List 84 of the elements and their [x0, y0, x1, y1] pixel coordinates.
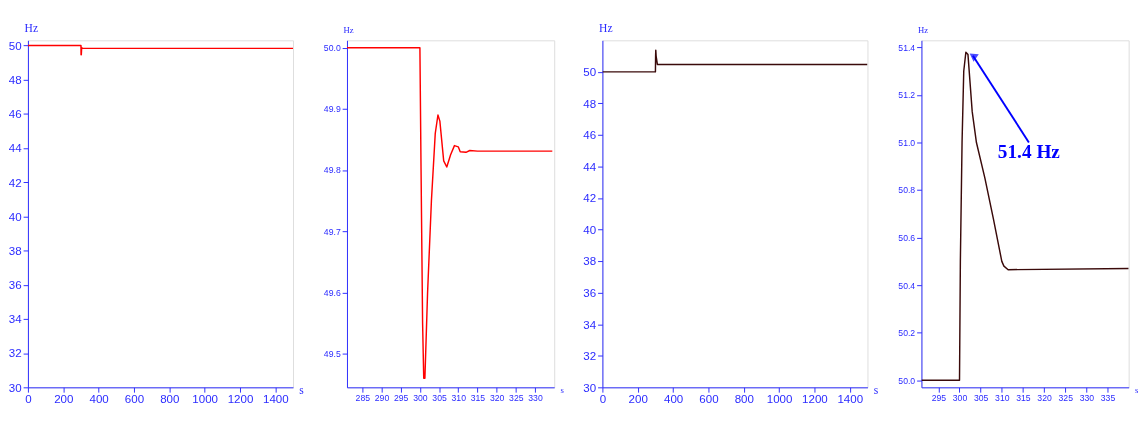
- x-tick-label: 335: [1100, 393, 1116, 404]
- y-tick-label: 49.8: [323, 165, 341, 176]
- x-axis-title: s: [299, 383, 305, 397]
- y-tick-label: 49.5: [323, 349, 341, 360]
- x-tick-label: 200: [54, 393, 74, 406]
- x-axis-title: s: [1134, 384, 1139, 395]
- x-tick-label: 305: [432, 393, 447, 404]
- line-series: [921, 51, 1129, 381]
- y-tick-label: 50: [583, 66, 597, 79]
- y-tick-label: 36: [8, 279, 22, 292]
- x-tick-label: 400: [663, 393, 684, 406]
- x-tick-label: 1000: [192, 393, 218, 406]
- x-tick-label: 320: [489, 393, 505, 404]
- y-tick-label: 49.7: [323, 226, 341, 237]
- x-tick-label: 0: [25, 393, 32, 406]
- annotation: 51.4 Hz: [997, 140, 1061, 162]
- y-tick-label: 51.0: [898, 137, 916, 148]
- y-tick-label: 50: [8, 39, 22, 52]
- x-tick-label: 1400: [837, 393, 864, 406]
- y-tick-label: 44: [8, 142, 23, 155]
- y-tick-label: 42: [583, 192, 597, 205]
- y-tick-label: 49.6: [323, 287, 341, 298]
- x-tick-label: 285: [355, 393, 371, 404]
- y-tick-label: 50.2: [898, 328, 916, 339]
- y-tick-label: 51.4: [898, 42, 916, 53]
- y-tick-label: 40: [583, 223, 597, 236]
- x-tick-label: 800: [160, 393, 180, 406]
- y-tick-label: 38: [583, 255, 597, 268]
- x-tick-label: 400: [89, 393, 109, 406]
- line-series: [27, 44, 294, 56]
- y-axis-title: Hz: [918, 25, 929, 36]
- y-tick-label: 42: [8, 176, 22, 189]
- y-tick-label: 50.4: [898, 280, 916, 291]
- x-tick-label: 1000: [766, 393, 793, 406]
- x-tick-label: 330: [528, 393, 543, 404]
- x-tick-label: 310: [995, 393, 1010, 404]
- y-tick-label: 49.9: [323, 104, 341, 115]
- x-tick-label: 600: [699, 393, 719, 406]
- y-tick-label: 50.0: [323, 43, 341, 54]
- x-axis-title: s: [560, 384, 565, 395]
- x-tick-label: 0: [599, 393, 607, 406]
- y-tick-label: 32: [8, 347, 22, 360]
- x-tick-label: 295: [931, 393, 947, 404]
- x-tick-label: 290: [374, 393, 390, 404]
- y-tick-label: 34: [8, 313, 23, 326]
- x-tick-label: 1200: [802, 393, 828, 406]
- y-tick-label: 48: [583, 97, 597, 110]
- x-tick-label: 325: [1058, 393, 1074, 404]
- x-tick-label: 315: [1016, 393, 1031, 404]
- y-tick-label: 48: [8, 73, 22, 86]
- x-tick-label: 305: [973, 393, 989, 404]
- y-tick-label: 36: [583, 287, 597, 300]
- x-tick-label: 300: [952, 393, 968, 404]
- y-tick-label: 46: [583, 129, 597, 142]
- x-tick-label: 600: [124, 393, 145, 406]
- y-tick-label: 50.6: [898, 232, 916, 243]
- y-tick-label: 38: [8, 244, 22, 257]
- x-tick-label: 320: [1037, 393, 1052, 404]
- y-tick-label: 34: [583, 318, 597, 331]
- x-tick-label: 330: [1079, 393, 1095, 404]
- y-tick-label: 51.2: [898, 90, 916, 101]
- line-series: [346, 46, 554, 379]
- y-tick-label: 46: [8, 108, 22, 121]
- y-tick-label: 30: [583, 381, 597, 394]
- y-tick-label: 30: [8, 381, 22, 394]
- x-tick-label: 800: [734, 393, 754, 406]
- x-tick-label: 315: [470, 393, 486, 404]
- y-tick-label: 50.0: [898, 375, 916, 386]
- x-tick-label: 300: [413, 393, 428, 404]
- y-tick-label: 32: [583, 350, 597, 363]
- y-axis-title: Hz: [599, 22, 613, 36]
- x-tick-label: 325: [509, 393, 524, 404]
- x-tick-label: 295: [393, 393, 409, 404]
- x-axis-title: s: [873, 383, 879, 397]
- x-tick-label: 1200: [227, 393, 254, 406]
- x-tick-label: 1400: [262, 393, 289, 406]
- y-tick-label: 44: [583, 160, 597, 173]
- line-series: [602, 49, 868, 73]
- y-axis-title: Hz: [24, 22, 39, 36]
- x-tick-label: 200: [628, 393, 648, 406]
- y-axis-title: Hz: [343, 25, 354, 36]
- y-tick-label: 40: [8, 210, 22, 223]
- y-tick-label: 50.8: [898, 185, 916, 196]
- x-tick-label: 310: [451, 393, 467, 404]
